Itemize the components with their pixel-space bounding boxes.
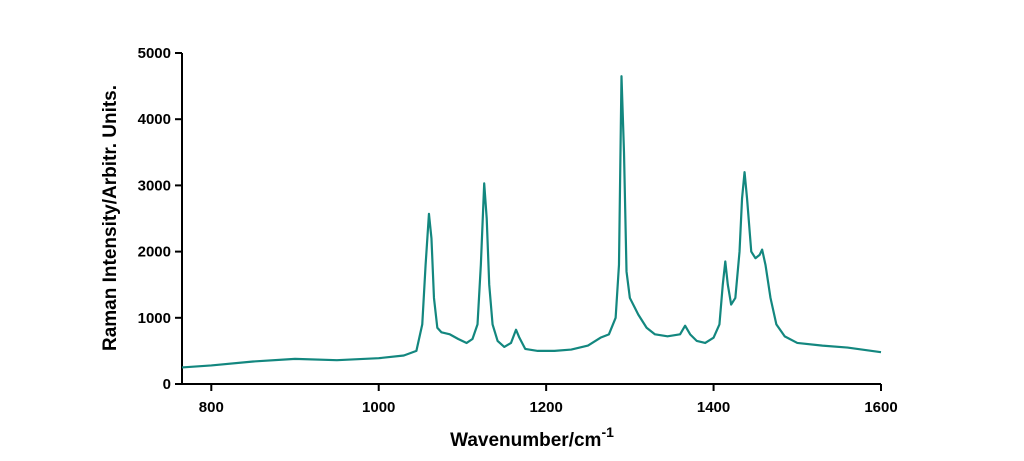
x-axis-title-superscript: -1 — [601, 424, 614, 440]
x-axis-title: Wavenumber/cm-1 — [450, 424, 614, 451]
x-tick-label: 1600 — [864, 399, 897, 416]
y-tick-label: 5000 — [138, 45, 171, 62]
y-axis-title: Raman Intensity/Arbitr. Units. — [100, 85, 121, 351]
x-tick-label: 1200 — [529, 399, 562, 416]
y-tick-label: 2000 — [138, 244, 171, 261]
y-tick-label: 4000 — [138, 111, 171, 128]
y-tick-label: 1000 — [138, 310, 171, 327]
x-tick-label: 1400 — [697, 399, 730, 416]
x-axis-title-text: Wavenumber/cm — [450, 430, 601, 451]
x-tick-label: 800 — [199, 399, 224, 416]
y-tick-label: 3000 — [138, 177, 171, 194]
y-tick-label: 0 — [163, 376, 171, 393]
x-tick-label: 1000 — [362, 399, 395, 416]
spectrum-line — [181, 75, 882, 369]
